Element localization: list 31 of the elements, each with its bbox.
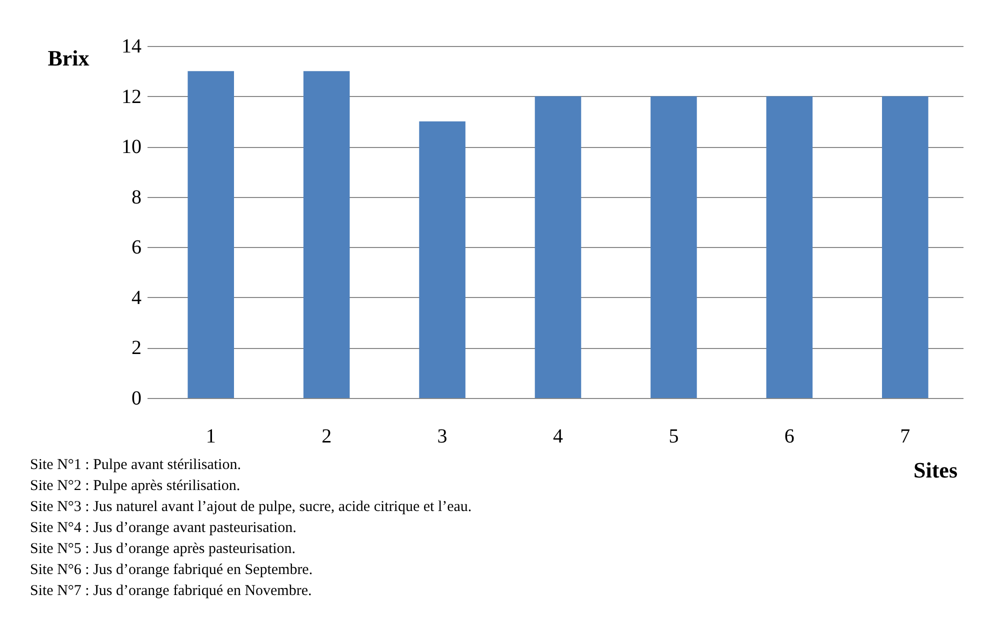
text: Site N°5 : Jus d’orange après pasteurisation. — [30, 540, 297, 559]
text: Site N°7 : Jus d’orange fabriqué en Novembre. — [30, 582, 313, 601]
bar — [419, 121, 466, 398]
bar — [766, 96, 813, 398]
x-tick-label: 2 — [322, 426, 332, 448]
y-tick-label: 6 — [132, 236, 142, 259]
x-tick-label: 4 — [553, 426, 563, 448]
y-axis-title: Brix — [48, 46, 90, 70]
bar — [303, 71, 350, 398]
y-tick-label: 0 — [132, 388, 142, 410]
x-tick-label: 3 — [437, 426, 448, 448]
y-tick-label: 12 — [122, 86, 142, 108]
y-tick-label: 4 — [132, 286, 142, 309]
text: Site N°1 : Pulpe avant stérilisation. — [30, 456, 242, 475]
y-tick-label: 2 — [132, 337, 142, 360]
x-tick-label: 7 — [900, 426, 910, 448]
x-axis-title: Sites — [914, 458, 958, 482]
y-tick-label: 8 — [132, 186, 142, 208]
x-tick-label: 5 — [668, 426, 679, 448]
y-tick-label: 10 — [122, 136, 142, 158]
x-tick-label: 6 — [784, 426, 794, 448]
text: Site N°3 : Jus naturel avant l’ajout de pulpe, sucre, acide citrique et l’eau. — [30, 498, 472, 517]
text: Site N°6 : Jus d’orange fabriqué en Septembre. — [30, 561, 314, 580]
bar — [188, 71, 234, 398]
x-tick-label: 1 — [206, 426, 216, 448]
bar — [650, 96, 697, 398]
y-tick-label: 14 — [122, 36, 142, 58]
bar — [882, 96, 928, 398]
text: Site N°4 : Jus d’orange avant pasteurisation. — [30, 519, 298, 538]
bar — [534, 96, 582, 398]
text: Site N°2 : Pulpe après stérilisation. — [30, 477, 242, 496]
